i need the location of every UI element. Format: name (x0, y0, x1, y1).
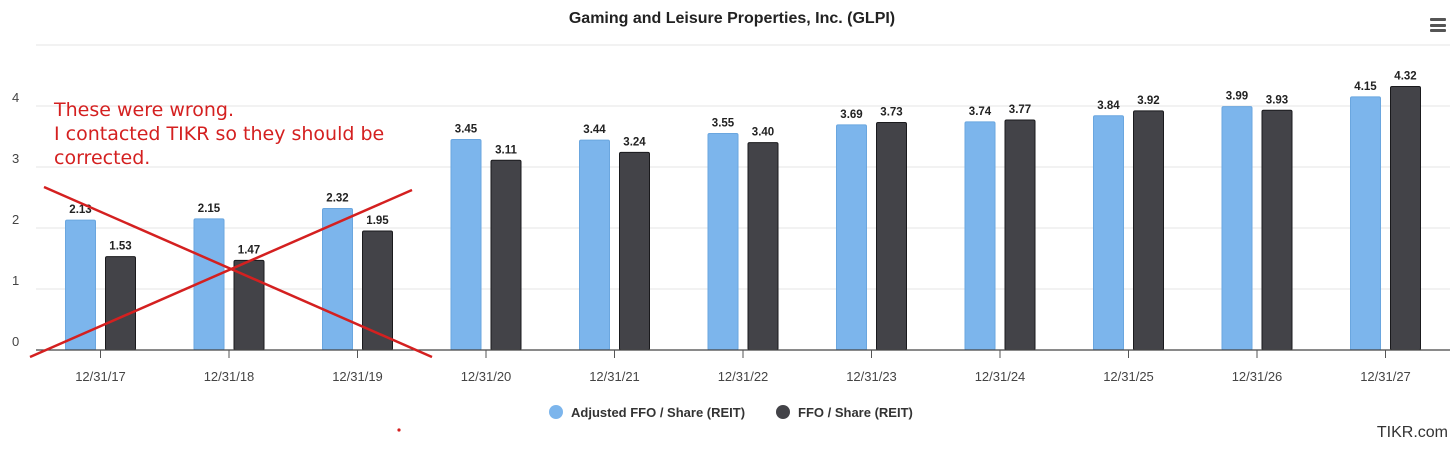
data-label: 3.11 (495, 144, 517, 156)
data-label: 3.55 (712, 117, 735, 129)
bar (707, 132, 739, 351)
bar (1390, 85, 1421, 351)
bar (105, 256, 136, 351)
y-tick-label: 2 (12, 212, 19, 227)
bar (1261, 109, 1293, 351)
x-tick-label: 12/31/22 (718, 369, 769, 384)
x-tick-label: 12/31/24 (975, 369, 1026, 384)
data-label: 3.45 (455, 124, 478, 136)
bars (65, 85, 1421, 351)
x-tick-label: 12/31/19 (332, 369, 383, 384)
data-label: 3.84 (1097, 100, 1120, 112)
data-label: 3.73 (880, 106, 902, 118)
y-axis-ticks: 0 1 2 3 4 (12, 90, 19, 349)
legend-marker (549, 405, 563, 419)
x-axis: 12/31/17 12/31/18 12/31/19 12/31/20 12/31/21… (36, 349, 1450, 384)
y-tick-label: 3 (12, 151, 19, 166)
bar (619, 151, 650, 351)
bar (876, 121, 907, 351)
data-label: 3.24 (623, 136, 646, 148)
legend[interactable]: Adjusted FFO / Share (REIT) FFO / Share (… (549, 405, 913, 420)
data-label: 3.77 (1009, 104, 1031, 116)
bar (1004, 119, 1036, 351)
x-tick-label: 12/31/18 (204, 369, 255, 384)
data-label: 3.40 (752, 127, 774, 139)
chart-title: Gaming and Leisure Properties, Inc. (GLP… (569, 10, 895, 27)
annotation-dot (397, 428, 401, 432)
data-label: 3.92 (1137, 95, 1159, 107)
hamburger-menu-icon[interactable] (1430, 18, 1446, 32)
x-tick-label: 12/31/21 (589, 369, 640, 384)
x-tick-label: 12/31/20 (461, 369, 512, 384)
bar (233, 259, 265, 351)
data-label: 2.13 (69, 204, 91, 216)
bar (964, 121, 996, 351)
annotation-text: corrected. (54, 147, 150, 169)
y-tick-label: 1 (12, 273, 19, 288)
y-tick-label: 4 (12, 90, 19, 105)
data-label: 3.69 (840, 109, 862, 121)
data-label: 4.15 (1354, 81, 1377, 93)
annotation-text: These were wrong. (53, 99, 234, 121)
bar (579, 139, 610, 351)
gridlines (36, 44, 1450, 290)
bar (1133, 110, 1164, 351)
bar (450, 139, 482, 351)
cross-out-line (29, 188, 413, 359)
data-label: 1.47 (238, 244, 260, 256)
x-tick-label: 12/31/26 (1232, 369, 1283, 384)
data-label: 1.95 (366, 215, 389, 227)
data-label: 1.53 (109, 241, 131, 253)
bar (836, 124, 867, 351)
legend-item: FFO / Share (REIT) (798, 405, 913, 420)
bar (1221, 106, 1253, 351)
data-label: 2.15 (198, 203, 221, 215)
legend-item: Adjusted FFO / Share (REIT) (571, 405, 745, 420)
cross-out-line (43, 185, 433, 359)
x-tick-label: 12/31/27 (1360, 369, 1411, 384)
bar (1093, 115, 1124, 351)
x-tick-label: 12/31/23 (846, 369, 897, 384)
annotation-text: I contacted TIKR so they should be (54, 123, 384, 145)
annotation: These were wrong.I contacted TIKR so the… (29, 99, 433, 432)
bar (322, 207, 353, 351)
legend-marker (776, 405, 790, 419)
data-label: 3.74 (969, 106, 992, 118)
x-tick-label: 12/31/25 (1103, 369, 1154, 384)
data-labels: 2.13 1.53 2.15 1.47 2.32 1.95 3.45 3.11 3.44 3.24… (69, 70, 1416, 256)
credit-text[interactable]: TIKR.com (1376, 424, 1448, 441)
data-label: 3.99 (1226, 91, 1248, 103)
y-tick-label: 0 (12, 334, 19, 349)
bar (490, 159, 522, 351)
data-label: 3.93 (1266, 94, 1288, 106)
data-label: 4.32 (1394, 70, 1416, 82)
bar (1350, 96, 1381, 351)
bar (747, 142, 779, 351)
data-label: 2.32 (326, 192, 348, 204)
data-label: 3.44 (583, 124, 606, 136)
x-tick-label: 12/31/17 (75, 369, 126, 384)
